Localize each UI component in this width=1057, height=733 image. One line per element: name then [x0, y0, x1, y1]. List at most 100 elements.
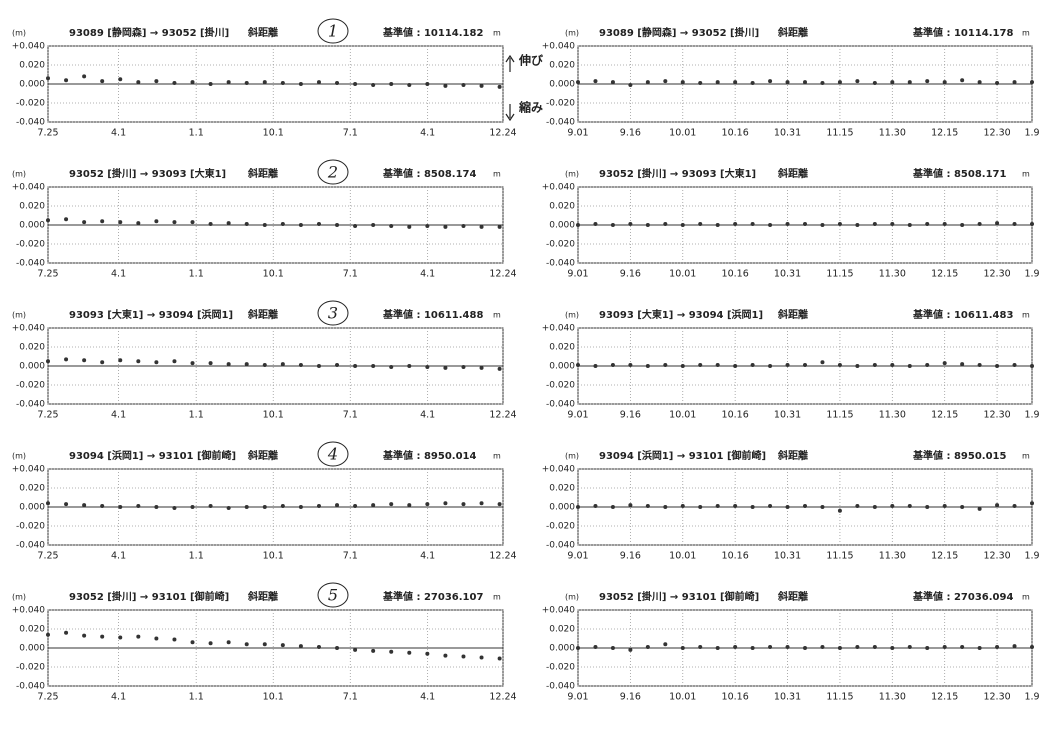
y-tick-label: +0.040	[542, 324, 576, 334]
chart-subtitle: 斜距離	[247, 26, 278, 39]
x-tick-label: 11.15	[826, 269, 853, 280]
data-point	[190, 80, 195, 85]
data-point	[907, 223, 912, 227]
data-point	[407, 650, 412, 655]
data-point	[995, 221, 1000, 226]
data-point	[461, 654, 466, 659]
x-tick-label: 10.31	[774, 128, 801, 139]
data-point	[244, 222, 249, 227]
data-point	[890, 363, 895, 368]
data-point	[100, 504, 105, 509]
data-point	[715, 504, 720, 509]
data-point	[353, 504, 358, 509]
y-tick-label: -0.040	[546, 118, 575, 128]
data-point	[610, 223, 615, 227]
data-point	[172, 359, 177, 364]
x-tick-label: 12.30	[983, 410, 1010, 421]
data-point	[1030, 645, 1034, 650]
data-point	[190, 220, 195, 225]
x-tick-label: 4.1	[420, 692, 435, 703]
arrow-head	[505, 113, 515, 122]
data-point	[576, 223, 580, 227]
data-point	[733, 222, 738, 227]
reference-unit: m	[1022, 170, 1030, 179]
reference-value: 基準値 : 10611.483	[912, 308, 1013, 321]
unit-label: (m)	[12, 170, 26, 179]
unit-label: (m)	[565, 311, 579, 320]
data-point	[872, 222, 877, 227]
data-point	[479, 365, 484, 370]
data-point	[118, 220, 123, 225]
data-point	[628, 222, 633, 227]
x-tick-label: 10.31	[774, 410, 801, 421]
data-point	[960, 505, 965, 509]
data-point	[353, 647, 358, 652]
x-tick-label: 7.25	[37, 269, 58, 280]
data-point	[645, 364, 650, 368]
panel: (m) 93089 [静岡森] → 93052 [掛川] 斜距離 基準値 : 1011…	[542, 26, 1040, 139]
data-point	[389, 223, 394, 228]
y-tick-label: -0.040	[16, 541, 45, 551]
data-point	[208, 641, 213, 646]
hand-circle	[317, 300, 349, 326]
data-point	[371, 648, 376, 653]
data-point	[154, 360, 159, 365]
data-point	[768, 364, 773, 368]
data-point	[977, 506, 982, 511]
panel-number: 4	[327, 445, 338, 464]
data-point	[64, 78, 69, 83]
data-point	[785, 80, 790, 85]
x-tick-label: 11.15	[826, 692, 853, 703]
data-point	[100, 634, 105, 639]
data-point	[872, 645, 877, 650]
reference-value: 基準値 : 10114.178	[912, 26, 1013, 39]
data-point	[576, 80, 580, 85]
data-point	[715, 646, 720, 650]
data-point	[262, 80, 267, 85]
unit-label: (m)	[12, 593, 26, 602]
data-point	[593, 504, 598, 509]
data-point	[628, 82, 633, 87]
x-tick-label: 12.24	[489, 128, 516, 139]
data-point	[698, 363, 703, 368]
y-tick-label: -0.040	[546, 682, 575, 692]
x-tick-label: 4.1	[420, 128, 435, 139]
arrow-head	[505, 54, 515, 63]
chart-title: 93093 [大東1] → 93094 [浜岡1]	[599, 308, 763, 321]
data-point	[663, 222, 668, 227]
data-point	[750, 222, 755, 227]
data-point	[733, 645, 738, 650]
x-tick-label: 9.01	[567, 128, 588, 139]
x-tick-label: 10.16	[722, 410, 749, 421]
data-point	[576, 646, 580, 650]
data-point	[680, 646, 685, 650]
data-point	[280, 81, 285, 86]
x-tick-label: 11.30	[879, 692, 906, 703]
panel-number: 1	[328, 22, 338, 41]
x-tick-label: 10.31	[774, 269, 801, 280]
data-point	[733, 80, 738, 85]
data-point	[715, 223, 720, 227]
data-point	[136, 221, 141, 226]
x-tick-label: 11.30	[879, 128, 906, 139]
data-point	[497, 366, 502, 371]
x-tick-label: 10.1	[263, 269, 284, 280]
data-point	[335, 646, 340, 650]
x-tick-label: 12.30	[983, 128, 1010, 139]
data-point	[785, 222, 790, 227]
data-point	[645, 645, 650, 650]
x-tick-label: 10.1	[263, 410, 284, 421]
chart-subtitle: 斜距離	[777, 26, 808, 39]
data-point	[890, 646, 895, 650]
reference-value: 基準値 : 8950.015	[912, 449, 1007, 462]
data-point	[497, 224, 502, 229]
y-tick-label: -0.020	[16, 99, 45, 109]
x-tick-label: 10.16	[722, 128, 749, 139]
y-tick-label: 0.000	[19, 362, 45, 372]
data-point	[1012, 222, 1017, 227]
y-tick-label: -0.040	[16, 118, 45, 128]
data-point	[172, 637, 177, 642]
data-point	[316, 645, 321, 650]
x-tick-label: 1.9	[1024, 692, 1039, 703]
